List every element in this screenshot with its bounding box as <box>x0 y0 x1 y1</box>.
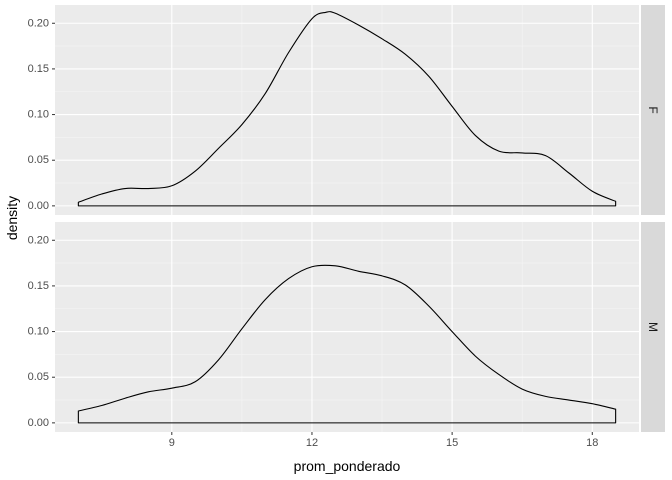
y-tick-label-f: 0.20 <box>28 17 49 29</box>
y-tick-label-m: 0.20 <box>28 234 49 246</box>
y-axis-title: density <box>4 196 20 240</box>
x-tick-label: 12 <box>306 437 318 449</box>
strip-label-f: F <box>646 106 660 113</box>
y-tick-label-f: 0.05 <box>28 154 49 166</box>
y-tick-label-m: 0.05 <box>28 371 49 383</box>
strip-label-m: M <box>646 322 660 332</box>
y-tick-label-m: 0.15 <box>28 280 49 292</box>
panel-m-background <box>55 222 639 432</box>
panel-f-background <box>55 5 639 215</box>
y-tick-label-f: 0.15 <box>28 63 49 75</box>
strip-m-background <box>641 222 665 432</box>
y-tick-label-f: 0.10 <box>28 109 49 121</box>
x-tick-label: 18 <box>586 437 598 449</box>
x-axis-title: prom_ponderado <box>294 458 401 474</box>
y-tick-label-f: 0.00 <box>28 200 49 212</box>
x-tick-label: 15 <box>446 437 458 449</box>
axis-layer: 0.00 0.05 0.10 0.15 0.20 0.00 0.05 0.10 0.15 0.20… <box>28 17 599 449</box>
x-tick-label: 9 <box>169 437 175 449</box>
y-tick-label-m: 0.00 <box>28 417 49 429</box>
density-curve-f <box>77 11 617 207</box>
strip-f-background <box>641 5 665 215</box>
curve-layer <box>77 11 617 424</box>
y-tick-label-m: 0.10 <box>28 326 49 338</box>
density-curve-m <box>77 264 617 424</box>
